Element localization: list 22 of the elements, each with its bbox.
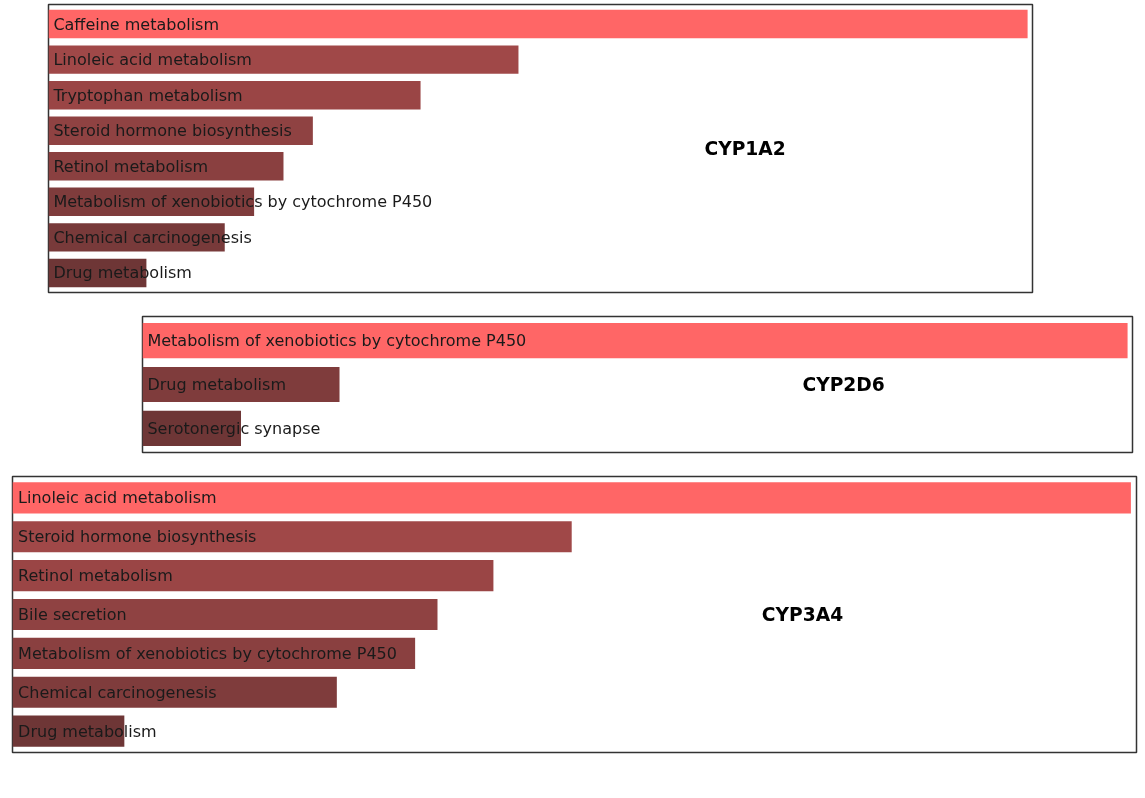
y-tick-label: Retinol metabolism [18,566,173,586]
annotation: CYP3A4 [761,604,844,625]
y-tick-label: Chemical carcinogenesis [18,682,217,702]
y-tick-label: Caffeine metabolism [53,14,220,34]
annotation: CYP2D6 [802,374,885,395]
y-tick-label: Bile secretion [18,605,127,624]
y-tick-label: Retinol metabolism [53,156,209,176]
bar [48,9,1028,39]
annotation: CYP1A2 [704,138,786,159]
y-tick-label: Linoleic acid metabolism [18,488,217,508]
y-tick-label: Linoleic acid metabolism [53,50,252,70]
bar [12,598,438,631]
y-tick-label: Metabolism of xenobiotics by cytochrome P450 [18,643,397,663]
bar [48,45,519,74]
y-tick-label: Metabolism of xenobiotics by cytochrome P450 [147,331,527,351]
y-tick-label: Steroid hormone biosynthesis [18,527,257,547]
y-tick-label: Drug metabolism [147,375,286,394]
y-tick-label: Tryptophan metabolism [52,85,243,105]
bar [12,482,1131,514]
bar [12,560,494,592]
bar [12,521,572,553]
y-tick-label: Steroid hormone biosynthesis [53,121,292,141]
